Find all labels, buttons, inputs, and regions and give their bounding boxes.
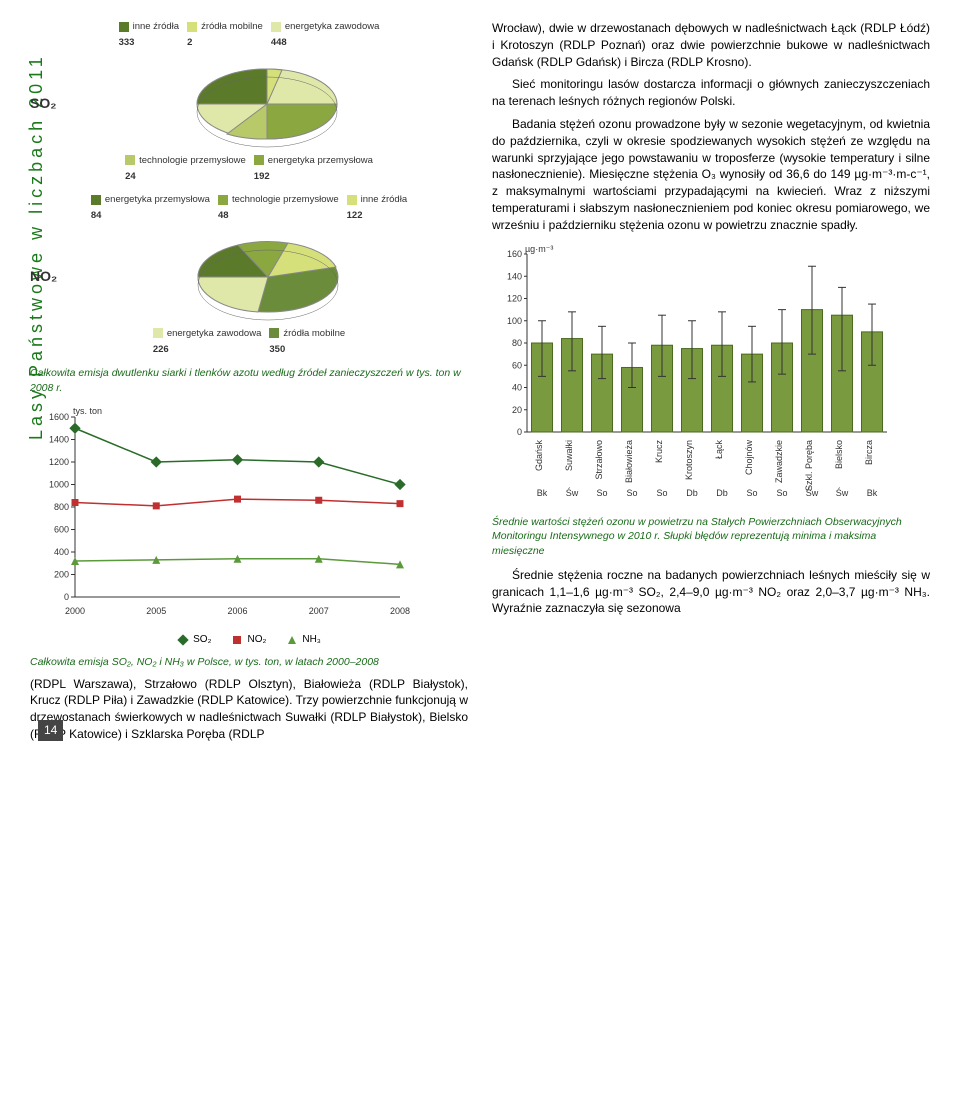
r-para1: Wrocław), dwie w drzewostanach dębowych … [492, 20, 930, 70]
svg-text:0: 0 [517, 427, 522, 437]
svg-text:Bielsko: Bielsko [834, 440, 844, 469]
svg-text:140: 140 [507, 271, 522, 281]
svg-text:Suwałki: Suwałki [564, 440, 574, 471]
legend-item: inne źródła333 [119, 20, 179, 50]
pie2-svg [168, 227, 368, 327]
r-para3: Badania stężeń ozonu prowadzone były w s… [492, 116, 930, 234]
pie-no2: energetyka przemysłowa84 technologie prze… [30, 193, 468, 356]
line-chart: 0 200 400 600 800 1000 1200 1400 1600 tys. ton 200… [30, 402, 468, 670]
legend-item: energetyka przemysłowa192 [254, 154, 373, 184]
svg-text:0: 0 [64, 592, 69, 602]
svg-text:Zawadzkie: Zawadzkie [774, 440, 784, 483]
svg-text:tys. ton: tys. ton [73, 406, 102, 416]
svg-text:2000: 2000 [65, 606, 85, 616]
legend-item: technologie przemysłowe24 [125, 154, 246, 184]
svg-text:60: 60 [512, 360, 522, 370]
svg-text:600: 600 [54, 524, 69, 534]
svg-text:Bk: Bk [537, 488, 548, 498]
svg-text:Białowieża: Białowieża [624, 440, 634, 483]
legend-item: energetyka zawodowa448 [271, 20, 380, 50]
svg-text:100: 100 [507, 315, 522, 325]
svg-text:So: So [596, 488, 607, 498]
svg-text:Bircza: Bircza [864, 440, 874, 465]
r-para2: Sieć monitoringu lasów dostarcza informa… [492, 76, 930, 110]
bar-caption: Średnie wartości stężeń ozonu w powietrz… [492, 515, 930, 559]
bar-chart: µg·m⁻³ 0 20 40 60 80 100 120 140 160 Gdańsk Bk Suwał… [492, 242, 930, 507]
svg-text:Św: Św [566, 487, 579, 498]
svg-text:So: So [746, 488, 757, 498]
svg-text:Szkl. Poręba: Szkl. Poręba [804, 440, 814, 491]
svg-text:2007: 2007 [309, 606, 329, 616]
svg-text:So: So [776, 488, 787, 498]
svg-text:1400: 1400 [49, 434, 69, 444]
svg-text:Bk: Bk [867, 488, 878, 498]
page-number: 14 [38, 720, 63, 741]
svg-text:1200: 1200 [49, 457, 69, 467]
svg-text:400: 400 [54, 547, 69, 557]
line-caption: Całkowita emisja SO₂, NO₂ i NH₃ w Polsce… [30, 655, 468, 670]
svg-text:1600: 1600 [49, 412, 69, 422]
pie1-svg [167, 54, 367, 154]
series-legend: NH₃ [286, 633, 321, 647]
legend-item: technologie przemysłowe48 [218, 193, 339, 223]
svg-text:Św: Św [806, 487, 819, 498]
svg-text:Chojnów: Chojnów [744, 439, 754, 475]
legend-item: źródła mobilne350 [269, 327, 345, 357]
svg-text:200: 200 [54, 569, 69, 579]
so2-label: SO₂ [30, 94, 56, 114]
left-para: (RDPL Warszawa), Strzałowo (RDLP Olsztyn… [30, 676, 468, 743]
legend-item: energetyka zawodowa226 [153, 327, 262, 357]
svg-text:2005: 2005 [146, 606, 166, 616]
svg-text:So: So [626, 488, 637, 498]
svg-text:120: 120 [507, 293, 522, 303]
svg-text:Krotoszyn: Krotoszyn [684, 440, 694, 480]
svg-text:Db: Db [716, 488, 728, 498]
svg-text:20: 20 [512, 404, 522, 414]
svg-text:80: 80 [512, 338, 522, 348]
no2-label: NO₂ [30, 267, 57, 287]
legend-item: źródła mobilne2 [187, 20, 263, 50]
svg-text:800: 800 [54, 502, 69, 512]
legend-item: energetyka przemysłowa84 [91, 193, 210, 223]
svg-text:µg·m⁻³: µg·m⁻³ [525, 244, 553, 254]
r-para4: Średnie stężenia roczne na badanych powi… [492, 567, 930, 617]
svg-text:2006: 2006 [227, 606, 247, 616]
svg-text:40: 40 [512, 382, 522, 392]
svg-text:Gdańsk: Gdańsk [534, 439, 544, 471]
svg-text:160: 160 [507, 249, 522, 259]
pie-caption: Całkowita emisja dwutlenku siarki i tlen… [30, 366, 468, 395]
svg-text:2008: 2008 [390, 606, 410, 616]
left-column: inne źródła333 źródła mobilne2 energetyka … [30, 20, 468, 749]
svg-text:1000: 1000 [49, 479, 69, 489]
svg-text:Strzałowo: Strzałowo [594, 440, 604, 480]
svg-text:Św: Św [836, 487, 849, 498]
svg-text:Db: Db [686, 488, 698, 498]
svg-text:Krucz: Krucz [654, 439, 664, 463]
svg-text:Łąck: Łąck [714, 439, 724, 459]
right-column: Wrocław), dwie w drzewostanach dębowych … [492, 20, 930, 749]
legend-item: inne źródła122 [347, 193, 407, 223]
svg-text:So: So [656, 488, 667, 498]
pie-so2: inne źródła333 źródła mobilne2 energetyka … [30, 20, 468, 183]
series-legend: NO₂ [231, 633, 266, 647]
series-legend: SO₂ [177, 633, 211, 647]
